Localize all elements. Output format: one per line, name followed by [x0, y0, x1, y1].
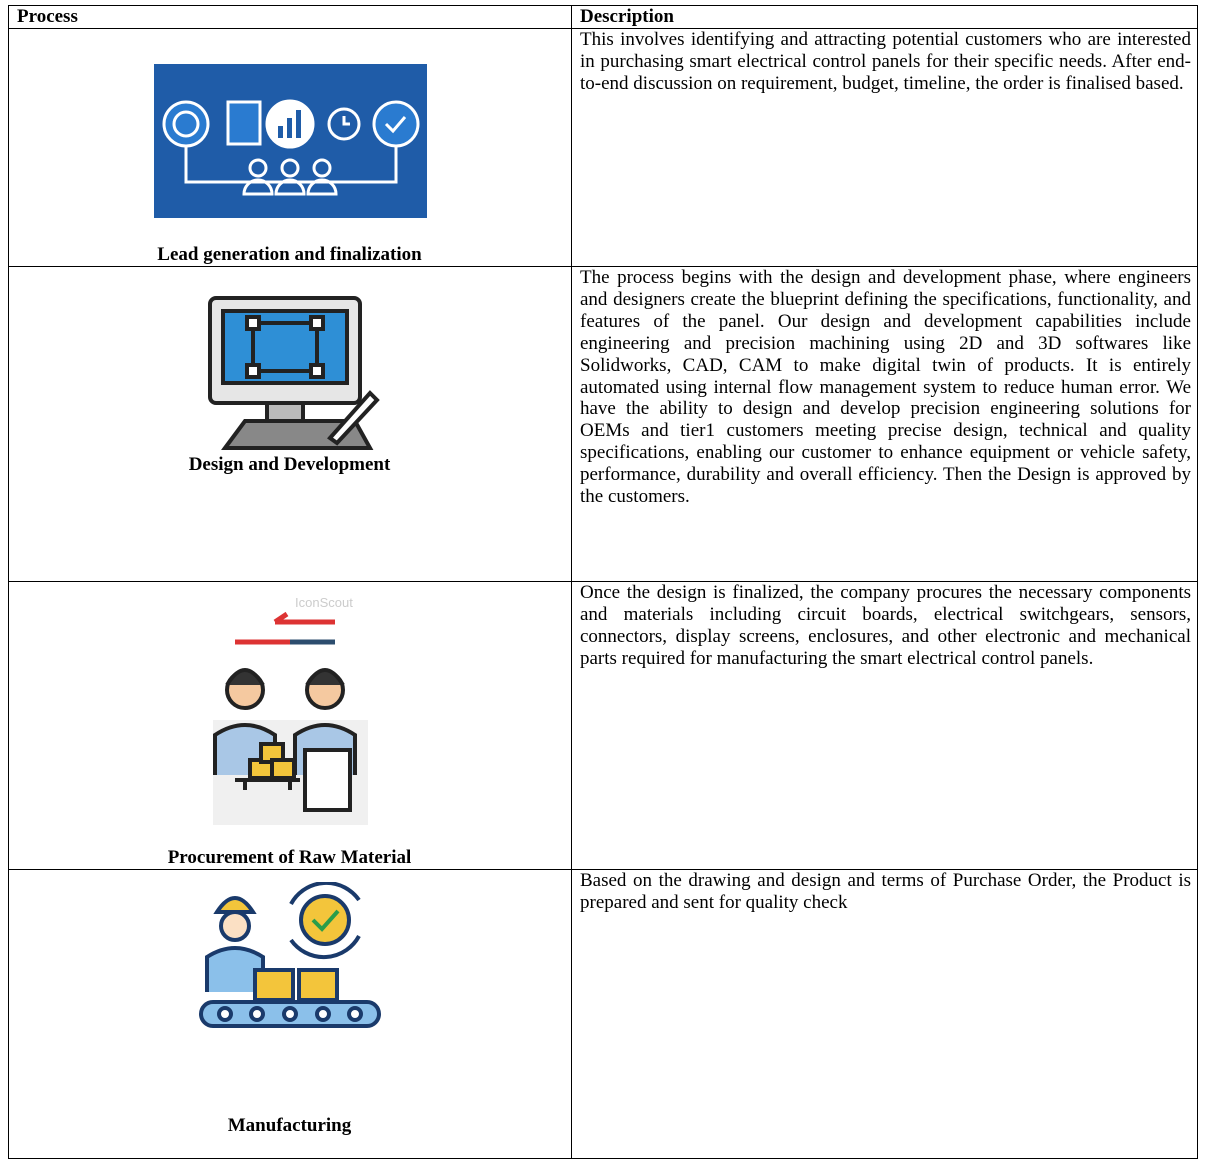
procurement-icon	[213, 611, 368, 825]
lead-icon	[154, 64, 427, 218]
manufacturing-icon	[199, 882, 381, 1028]
description: Once the design is finalized, the compan…	[571, 581, 1198, 870]
design-icon	[208, 296, 380, 450]
process-label: Procurement of Raw Material	[167, 847, 412, 868]
page: Process Description This involves identi…	[8, 5, 1198, 1159]
header-process: Process	[8, 5, 572, 29]
watermark: IconScout	[295, 595, 353, 610]
description: Based on the drawing and design and term…	[571, 869, 1198, 1159]
header-description: Description	[571, 5, 1198, 29]
process-label: Lead generation and finalization	[157, 244, 422, 265]
description: This involves identifying and attracting…	[571, 28, 1198, 267]
process-label: Design and Development	[188, 454, 391, 475]
process-label: Manufacturing	[227, 1115, 352, 1136]
description: The process begins with the design and d…	[571, 266, 1198, 582]
